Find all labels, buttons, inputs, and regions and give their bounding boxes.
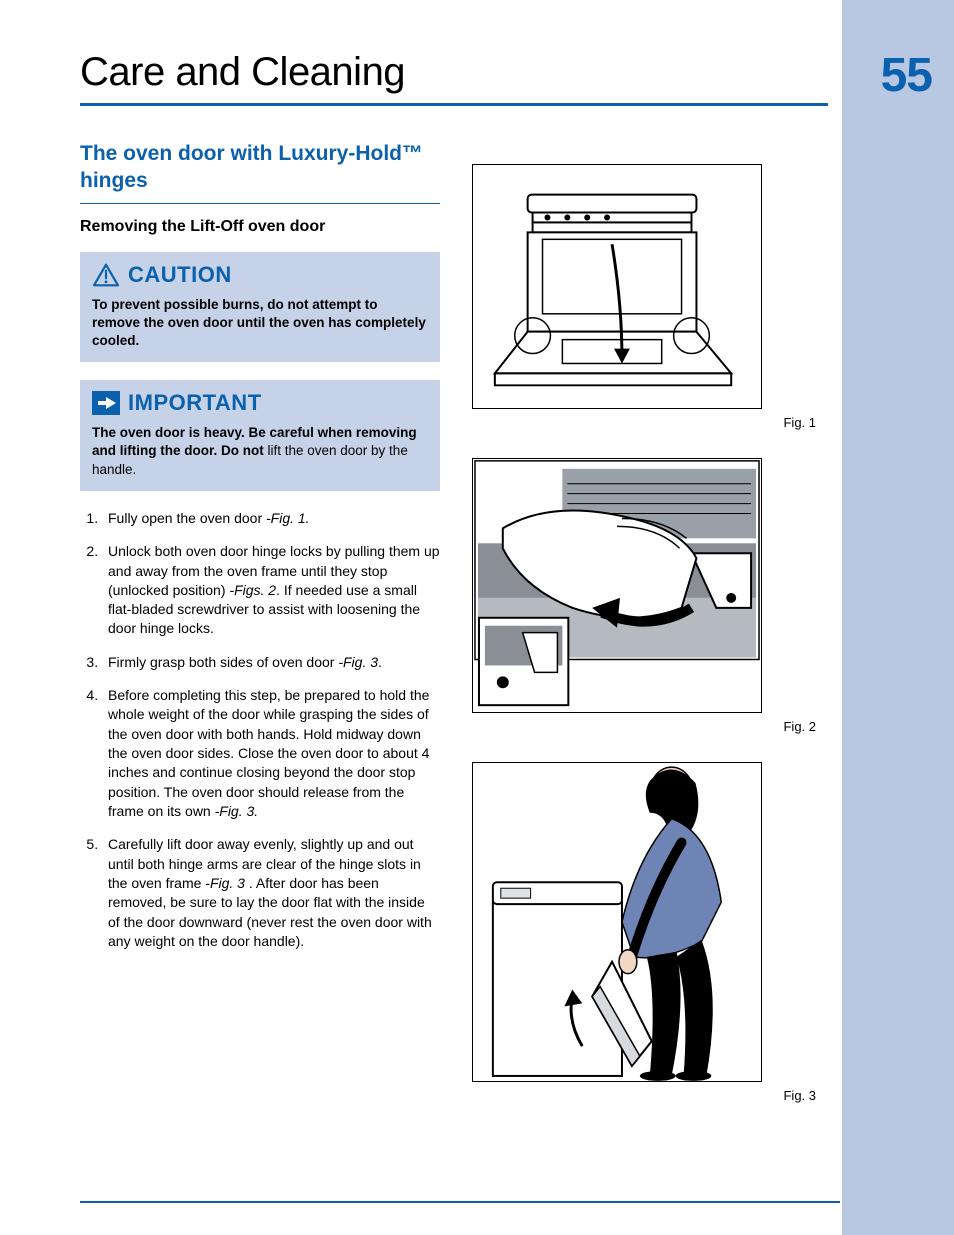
figure-3-illustration	[473, 762, 761, 1082]
caution-label: CAUTION	[128, 262, 232, 288]
instruction-step: Fully open the oven door -Fig. 1.	[102, 509, 440, 528]
column-right: Fig. 1 Fig. 2 Fig. 3	[472, 140, 828, 1131]
figure-1-illustration	[473, 164, 761, 409]
figure-block: Fig. 3	[472, 762, 828, 1103]
figure-caption: Fig. 3	[472, 1088, 828, 1103]
figure-reference: -Fig. 1.	[266, 510, 310, 526]
section-rule	[80, 203, 440, 204]
subsection-title: Removing the Lift-Off oven door	[80, 218, 440, 236]
figure-caption: Fig. 1	[472, 415, 828, 430]
figure-frame	[472, 458, 762, 713]
step-text-tail: .	[378, 654, 382, 670]
caution-callout: CAUTION To prevent possible burns, do no…	[80, 252, 440, 363]
instruction-step: Carefully lift door away evenly, slightl…	[102, 835, 440, 951]
warning-triangle-icon	[92, 263, 120, 287]
instruction-step: Firmly grasp both sides of oven door -Fi…	[102, 653, 440, 672]
figure-reference: -Figs. 2	[229, 582, 276, 598]
page-sidebar	[842, 0, 954, 1235]
step-text: Fully open the oven door	[108, 510, 266, 526]
instruction-list: Fully open the oven door -Fig. 1. Unlock …	[80, 509, 440, 951]
figure-frame	[472, 164, 762, 409]
page-content: Care and Cleaning The oven door with Lux…	[80, 50, 828, 1131]
arrow-right-box-icon	[92, 391, 120, 415]
page-title: Care and Cleaning	[80, 50, 828, 95]
figure-block: Fig. 1	[472, 164, 828, 430]
caution-body: To prevent possible burns, do not attemp…	[92, 296, 428, 351]
figure-reference: -Fig. 3.	[215, 803, 259, 819]
title-rule	[80, 103, 828, 106]
instruction-step: Before completing this step, be prepared…	[102, 686, 440, 821]
figure-reference: -Fig. 3	[205, 875, 249, 891]
important-label: IMPORTANT	[128, 390, 262, 416]
figure-caption: Fig. 2	[472, 719, 828, 734]
section-title: The oven door with Luxury-Hold™ hinges	[80, 140, 440, 195]
figure-2-illustration	[473, 458, 761, 713]
footer-rule	[80, 1201, 840, 1203]
important-body: The oven door is heavy. Be careful when …	[92, 424, 428, 479]
figure-frame	[472, 762, 762, 1082]
step-text: Before completing this step, be prepared…	[108, 687, 429, 819]
step-text: Firmly grasp both sides of oven door	[108, 654, 338, 670]
figure-block: Fig. 2	[472, 458, 828, 734]
important-callout: IMPORTANT The oven door is heavy. Be car…	[80, 380, 440, 491]
instruction-step: Unlock both oven door hinge locks by pul…	[102, 542, 440, 639]
page-number: 55	[881, 48, 932, 103]
figure-reference: -Fig. 3	[338, 654, 378, 670]
column-left: The oven door with Luxury-Hold™ hinges R…	[80, 140, 440, 1131]
